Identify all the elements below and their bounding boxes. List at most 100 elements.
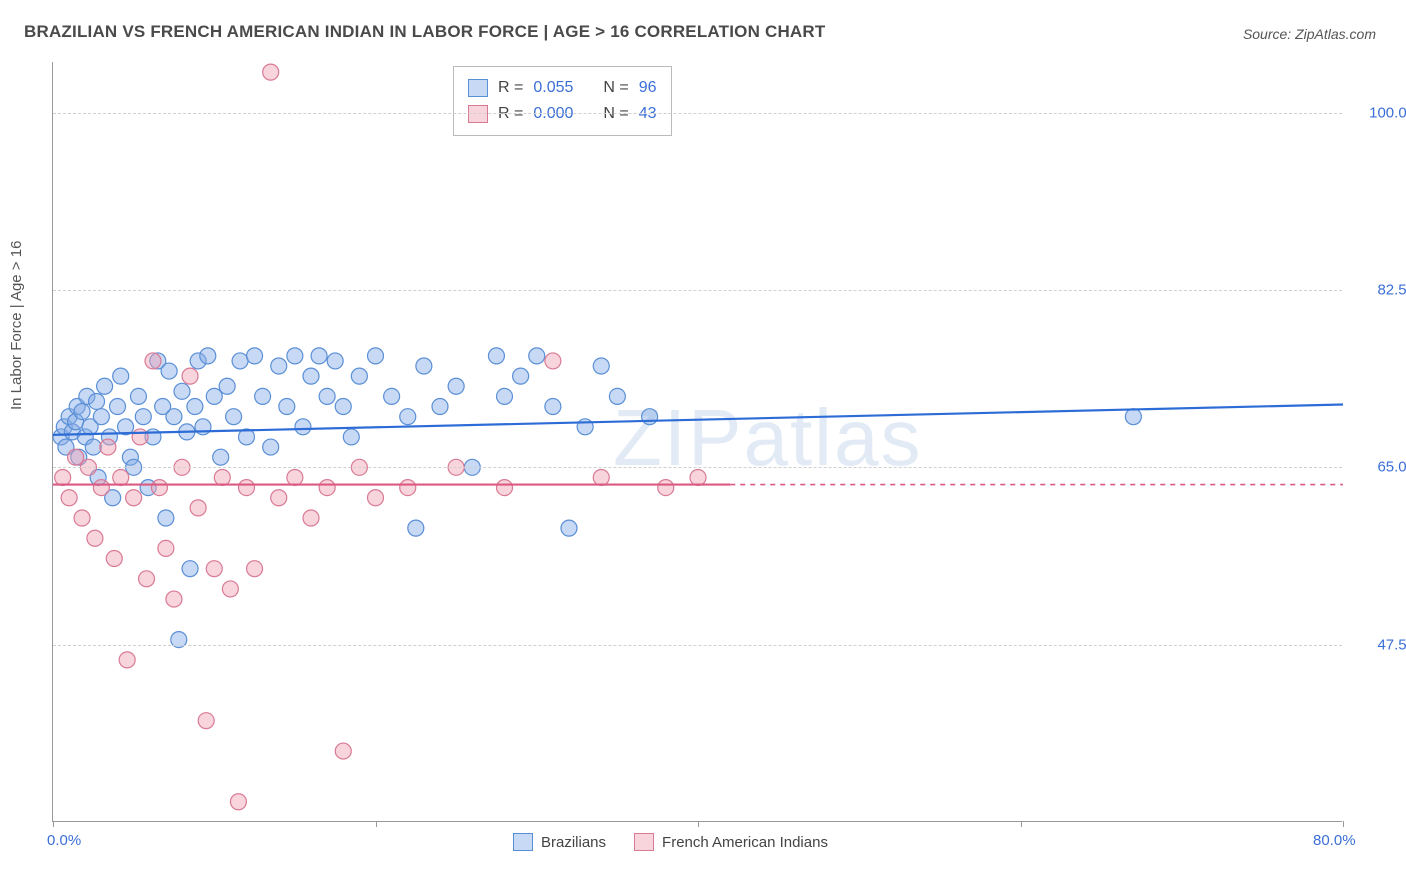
data-point <box>658 480 674 496</box>
data-point <box>113 469 129 485</box>
data-point <box>106 551 122 567</box>
data-point <box>545 353 561 369</box>
legend-swatch <box>634 833 654 851</box>
data-point <box>158 510 174 526</box>
gridline <box>53 113 1342 114</box>
data-point <box>513 368 529 384</box>
data-point <box>74 510 90 526</box>
data-point <box>139 571 155 587</box>
data-point <box>255 388 271 404</box>
data-point <box>303 368 319 384</box>
y-tick-label: 65.0% <box>1350 459 1406 476</box>
source-attribution: Source: ZipAtlas.com <box>1243 26 1376 42</box>
series-legend: Brazilians French American Indians <box>513 833 828 851</box>
gridline <box>53 645 1342 646</box>
data-point <box>279 399 295 415</box>
data-point <box>93 480 109 496</box>
data-point <box>295 419 311 435</box>
data-point <box>593 358 609 374</box>
data-point <box>55 469 71 485</box>
data-point <box>198 713 214 729</box>
gridline <box>53 467 1342 468</box>
data-point <box>222 581 238 597</box>
data-point <box>400 409 416 425</box>
data-point <box>200 348 216 364</box>
data-point <box>247 561 263 577</box>
data-point <box>351 368 367 384</box>
data-point <box>529 348 545 364</box>
data-point <box>287 469 303 485</box>
data-point <box>593 469 609 485</box>
data-point <box>497 480 513 496</box>
data-point <box>206 561 222 577</box>
data-point <box>166 591 182 607</box>
data-point <box>408 520 424 536</box>
data-point <box>287 348 303 364</box>
data-point <box>230 794 246 810</box>
legend-swatch <box>513 833 533 851</box>
chart-plot-area: ZIPatlas R =0.055N =96R =0.000N =43 Braz… <box>52 62 1342 822</box>
stats-row: R = 0.055 N = 96 <box>468 75 657 101</box>
data-point <box>89 393 105 409</box>
legend-label: Brazilians <box>541 834 606 851</box>
y-tick-label: 100.0% <box>1350 104 1406 121</box>
data-point <box>74 404 90 420</box>
data-point <box>271 490 287 506</box>
data-point <box>135 409 151 425</box>
data-point <box>232 353 248 369</box>
data-point <box>182 561 198 577</box>
n-value: 43 <box>639 101 657 127</box>
data-point <box>690 469 706 485</box>
data-point <box>263 64 279 80</box>
legend-label: French American Indians <box>662 834 828 851</box>
data-point <box>327 353 343 369</box>
correlation-stats-box: R =0.055N =96R =0.000N =43 <box>453 66 672 136</box>
data-point <box>85 439 101 455</box>
stats-row: R =0.000N =43 <box>468 101 657 127</box>
x-tick-mark <box>698 821 699 827</box>
y-axis-label: In Labor Force | Age > 16 <box>8 241 25 410</box>
data-point <box>319 480 335 496</box>
data-point <box>384 388 400 404</box>
data-point <box>61 490 77 506</box>
data-point <box>609 388 625 404</box>
n-value: 96 <box>639 75 657 101</box>
data-point <box>174 383 190 399</box>
data-point <box>335 743 351 759</box>
legend-item: French American Indians <box>634 833 828 851</box>
n-label: N = <box>603 75 628 101</box>
legend-swatch <box>468 79 488 97</box>
data-point <box>97 378 113 394</box>
data-point <box>497 388 513 404</box>
data-point <box>448 378 464 394</box>
x-tick-label: 80.0% <box>1313 832 1356 849</box>
data-point <box>93 409 109 425</box>
data-point <box>416 358 432 374</box>
x-tick-mark <box>1343 821 1344 827</box>
data-point <box>303 510 319 526</box>
data-point <box>113 368 129 384</box>
x-tick-mark <box>53 821 54 827</box>
data-point <box>343 429 359 445</box>
y-tick-label: 47.5% <box>1350 636 1406 653</box>
data-point <box>130 388 146 404</box>
data-point <box>213 449 229 465</box>
r-label: R = <box>498 75 523 101</box>
data-point <box>87 530 103 546</box>
chart-title: BRAZILIAN VS FRENCH AMERICAN INDIAN IN L… <box>24 22 825 42</box>
n-label: N = <box>603 101 628 127</box>
r-label: R = <box>498 101 523 127</box>
r-value: 0.055 <box>533 75 573 101</box>
data-point <box>368 348 384 364</box>
data-point <box>190 500 206 516</box>
data-point <box>161 363 177 379</box>
data-point <box>226 409 242 425</box>
data-point <box>119 652 135 668</box>
data-point <box>488 348 504 364</box>
x-tick-mark <box>376 821 377 827</box>
data-point <box>110 399 126 415</box>
data-point <box>263 439 279 455</box>
data-point <box>145 353 161 369</box>
x-tick-label: 0.0% <box>47 832 81 849</box>
scatter-plot-svg <box>53 62 1342 821</box>
